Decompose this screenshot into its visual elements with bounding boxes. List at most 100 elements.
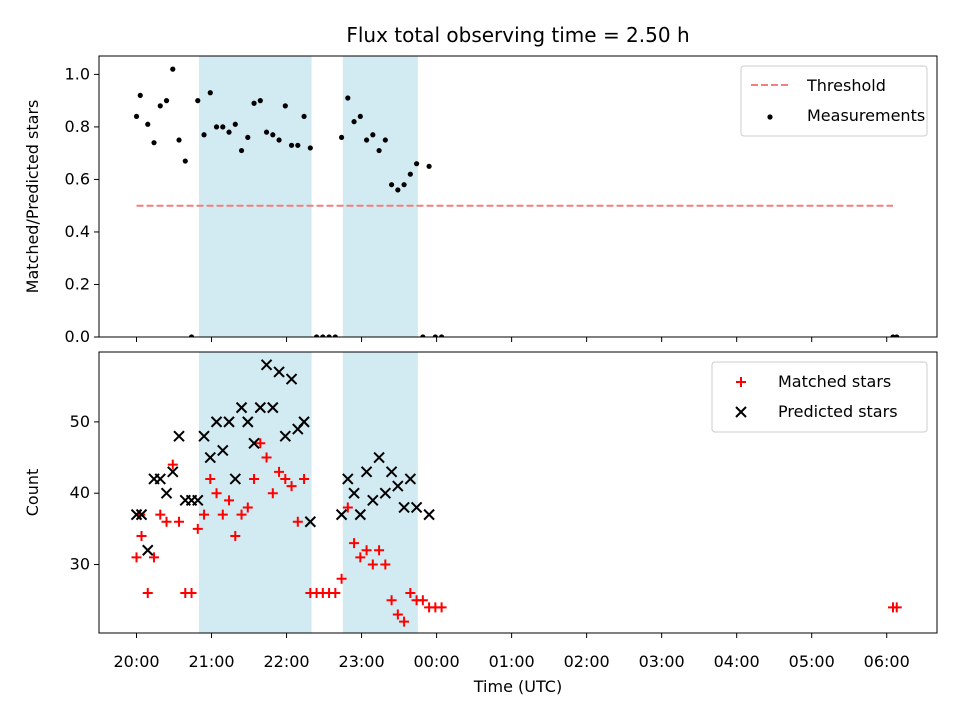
matched-star-marker xyxy=(267,488,278,499)
matched-star-marker xyxy=(255,438,266,449)
measurement-point xyxy=(257,98,263,104)
matched-star-marker xyxy=(386,595,397,606)
matched-star-marker xyxy=(174,516,185,527)
axes-frame xyxy=(98,351,938,634)
x-tick-label: 05:00 xyxy=(789,652,835,671)
predicted-star-marker xyxy=(142,544,154,556)
observing-span-2 xyxy=(342,56,418,337)
measurement-point xyxy=(413,161,420,167)
y-tick-label: 0.4 xyxy=(65,222,90,241)
predicted-star-marker xyxy=(404,473,417,485)
matched-star-marker xyxy=(355,552,366,563)
measurement-point xyxy=(351,119,357,125)
predicted-star-marker xyxy=(223,416,235,428)
measurement-point xyxy=(401,182,407,188)
measurement-point xyxy=(439,334,445,337)
measurement-point xyxy=(313,334,320,337)
predicted-star-marker xyxy=(342,473,354,485)
y-axis-label: Matched/Predicted stars xyxy=(23,100,42,294)
predicted-star-marker xyxy=(367,494,379,507)
predicted-star-marker xyxy=(304,516,317,528)
measurement-point xyxy=(195,98,201,104)
y-tick-label: 0.2 xyxy=(65,274,90,293)
measurement-point xyxy=(432,334,438,337)
y-tick-label: 0.6 xyxy=(65,169,90,188)
predicted-star-marker xyxy=(379,487,392,499)
x-tick-label: 06:00 xyxy=(864,652,910,671)
matched-star-marker xyxy=(155,509,166,520)
predicted-star-marker xyxy=(198,430,210,442)
predicted-star-marker xyxy=(167,466,179,478)
observing-span-1 xyxy=(199,56,312,337)
legend-measurement-swatch xyxy=(767,114,773,120)
measurement-point xyxy=(176,137,182,143)
matched-star-marker xyxy=(249,473,260,484)
predicted-star-marker xyxy=(354,508,367,521)
predicted-star-marker xyxy=(254,401,267,414)
legend-label: Threshold xyxy=(806,76,886,95)
matched-star-marker xyxy=(186,588,197,599)
measurement-point xyxy=(307,145,313,151)
matched-star-marker xyxy=(405,588,416,599)
matched-star-marker xyxy=(224,495,235,506)
y-tick-label: 40 xyxy=(70,483,90,502)
predicted-star-marker xyxy=(160,487,173,499)
predicted-star-marker xyxy=(392,480,404,492)
predicted-star-marker xyxy=(260,359,273,371)
legend: Matched stars Predicted stars xyxy=(711,361,928,433)
matched-star-marker xyxy=(274,466,285,477)
measurement-point xyxy=(133,113,140,120)
predicted-star-marker xyxy=(335,508,348,521)
measurement-point xyxy=(201,132,207,138)
predicted-star-marker xyxy=(398,501,410,514)
y-tick-label: 50 xyxy=(70,412,90,431)
measurement-point xyxy=(213,124,220,130)
matched-star-marker xyxy=(280,473,291,484)
measurement-point xyxy=(345,95,351,101)
matched-star-marker xyxy=(330,588,341,599)
measurement-point xyxy=(207,90,213,96)
measurement-point xyxy=(238,147,245,154)
measurement-point xyxy=(295,142,301,148)
measurement-point xyxy=(245,134,251,141)
chart-title: Flux total observing time = 2.50 h xyxy=(346,23,689,47)
matched-star-marker xyxy=(299,473,310,484)
measurement-point xyxy=(232,121,238,127)
x-tick-label: 00:00 xyxy=(414,652,460,671)
measurement-point xyxy=(426,163,432,169)
measurement-point xyxy=(151,140,157,146)
measurement-point xyxy=(251,100,257,106)
matched-star-marker xyxy=(374,545,385,556)
axes-frame xyxy=(98,55,938,338)
predicted-star-marker xyxy=(130,508,143,521)
predicted-star-marker xyxy=(423,508,435,521)
predicted-star-marker xyxy=(173,430,185,442)
measurement-point xyxy=(894,334,900,337)
y-tick-label: 1.0 xyxy=(65,64,90,83)
legend-matched-swatch xyxy=(736,377,746,387)
matched-star-marker xyxy=(192,523,203,534)
predicted-star-marker xyxy=(210,416,223,428)
legend-frame xyxy=(711,361,928,433)
predicted-star-marker xyxy=(235,401,248,414)
measurement-point xyxy=(370,132,376,138)
matched-star-marker xyxy=(211,488,222,499)
measurement-point xyxy=(163,98,170,104)
matched-star-marker xyxy=(242,502,253,513)
y-tick-label: 30 xyxy=(70,555,90,574)
predicted-star-marker xyxy=(360,466,373,478)
matched-star-marker xyxy=(199,509,210,520)
measurement-point xyxy=(276,137,282,143)
legend-label: Measurements xyxy=(807,106,925,125)
measurement-point xyxy=(376,147,382,154)
matched-star-marker xyxy=(142,588,153,599)
predicted-star-marker xyxy=(267,401,279,414)
matched-star-marker xyxy=(380,559,391,570)
measurement-point xyxy=(270,132,276,138)
measurement-point xyxy=(137,92,143,98)
measurement-point xyxy=(363,137,370,143)
y-tick-label: 0.8 xyxy=(65,117,90,136)
matched-star-marker xyxy=(167,459,178,470)
x-tick-label: 03:00 xyxy=(639,652,685,671)
predicted-star-marker xyxy=(192,494,204,507)
